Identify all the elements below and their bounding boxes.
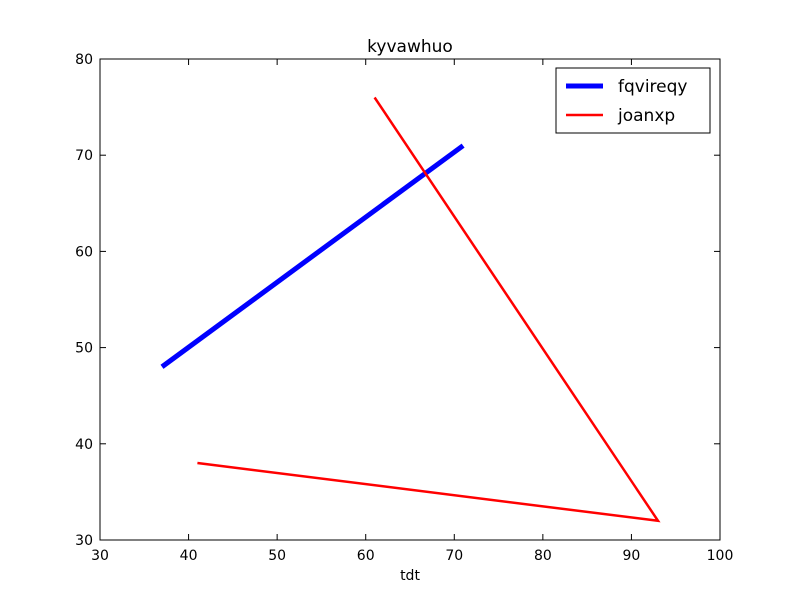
x-tick-label: 60 (357, 548, 375, 564)
x-tick-label: 100 (707, 548, 734, 564)
series-line-fqvireqy (160, 143, 465, 369)
series-layer (160, 96, 661, 523)
x-tick-label: 90 (623, 548, 641, 564)
y-tick-label: 80 (75, 52, 93, 68)
x-tick-label: 50 (268, 548, 286, 564)
y-tick-label: 30 (75, 533, 93, 549)
x-tick-label: 70 (445, 548, 463, 564)
y-tick-label: 40 (75, 437, 93, 453)
legend: fqvireqy joanxp (555, 67, 711, 134)
axes-layer: 30 40 50 60 70 80 90 100 30 40 50 60 70 80 (75, 52, 733, 564)
y-tick-label: 50 (75, 341, 93, 357)
legend-label-joanxp: joanxp (617, 106, 675, 126)
x-tick-label: 30 (91, 548, 109, 564)
plot-frame (99, 58, 721, 541)
legend-label-fqvireqy: fqvireqy (618, 77, 688, 97)
legend-box (555, 67, 711, 134)
chart-title: kyvawhuo (367, 37, 453, 57)
y-tick-label: 70 (75, 148, 93, 164)
y-tick-label: 60 (75, 244, 93, 260)
x-axis-title: tdt (400, 568, 420, 584)
x-tick-label: 40 (180, 548, 198, 564)
x-tick-label: 80 (534, 548, 552, 564)
series-line-joanxp (197, 96, 661, 523)
